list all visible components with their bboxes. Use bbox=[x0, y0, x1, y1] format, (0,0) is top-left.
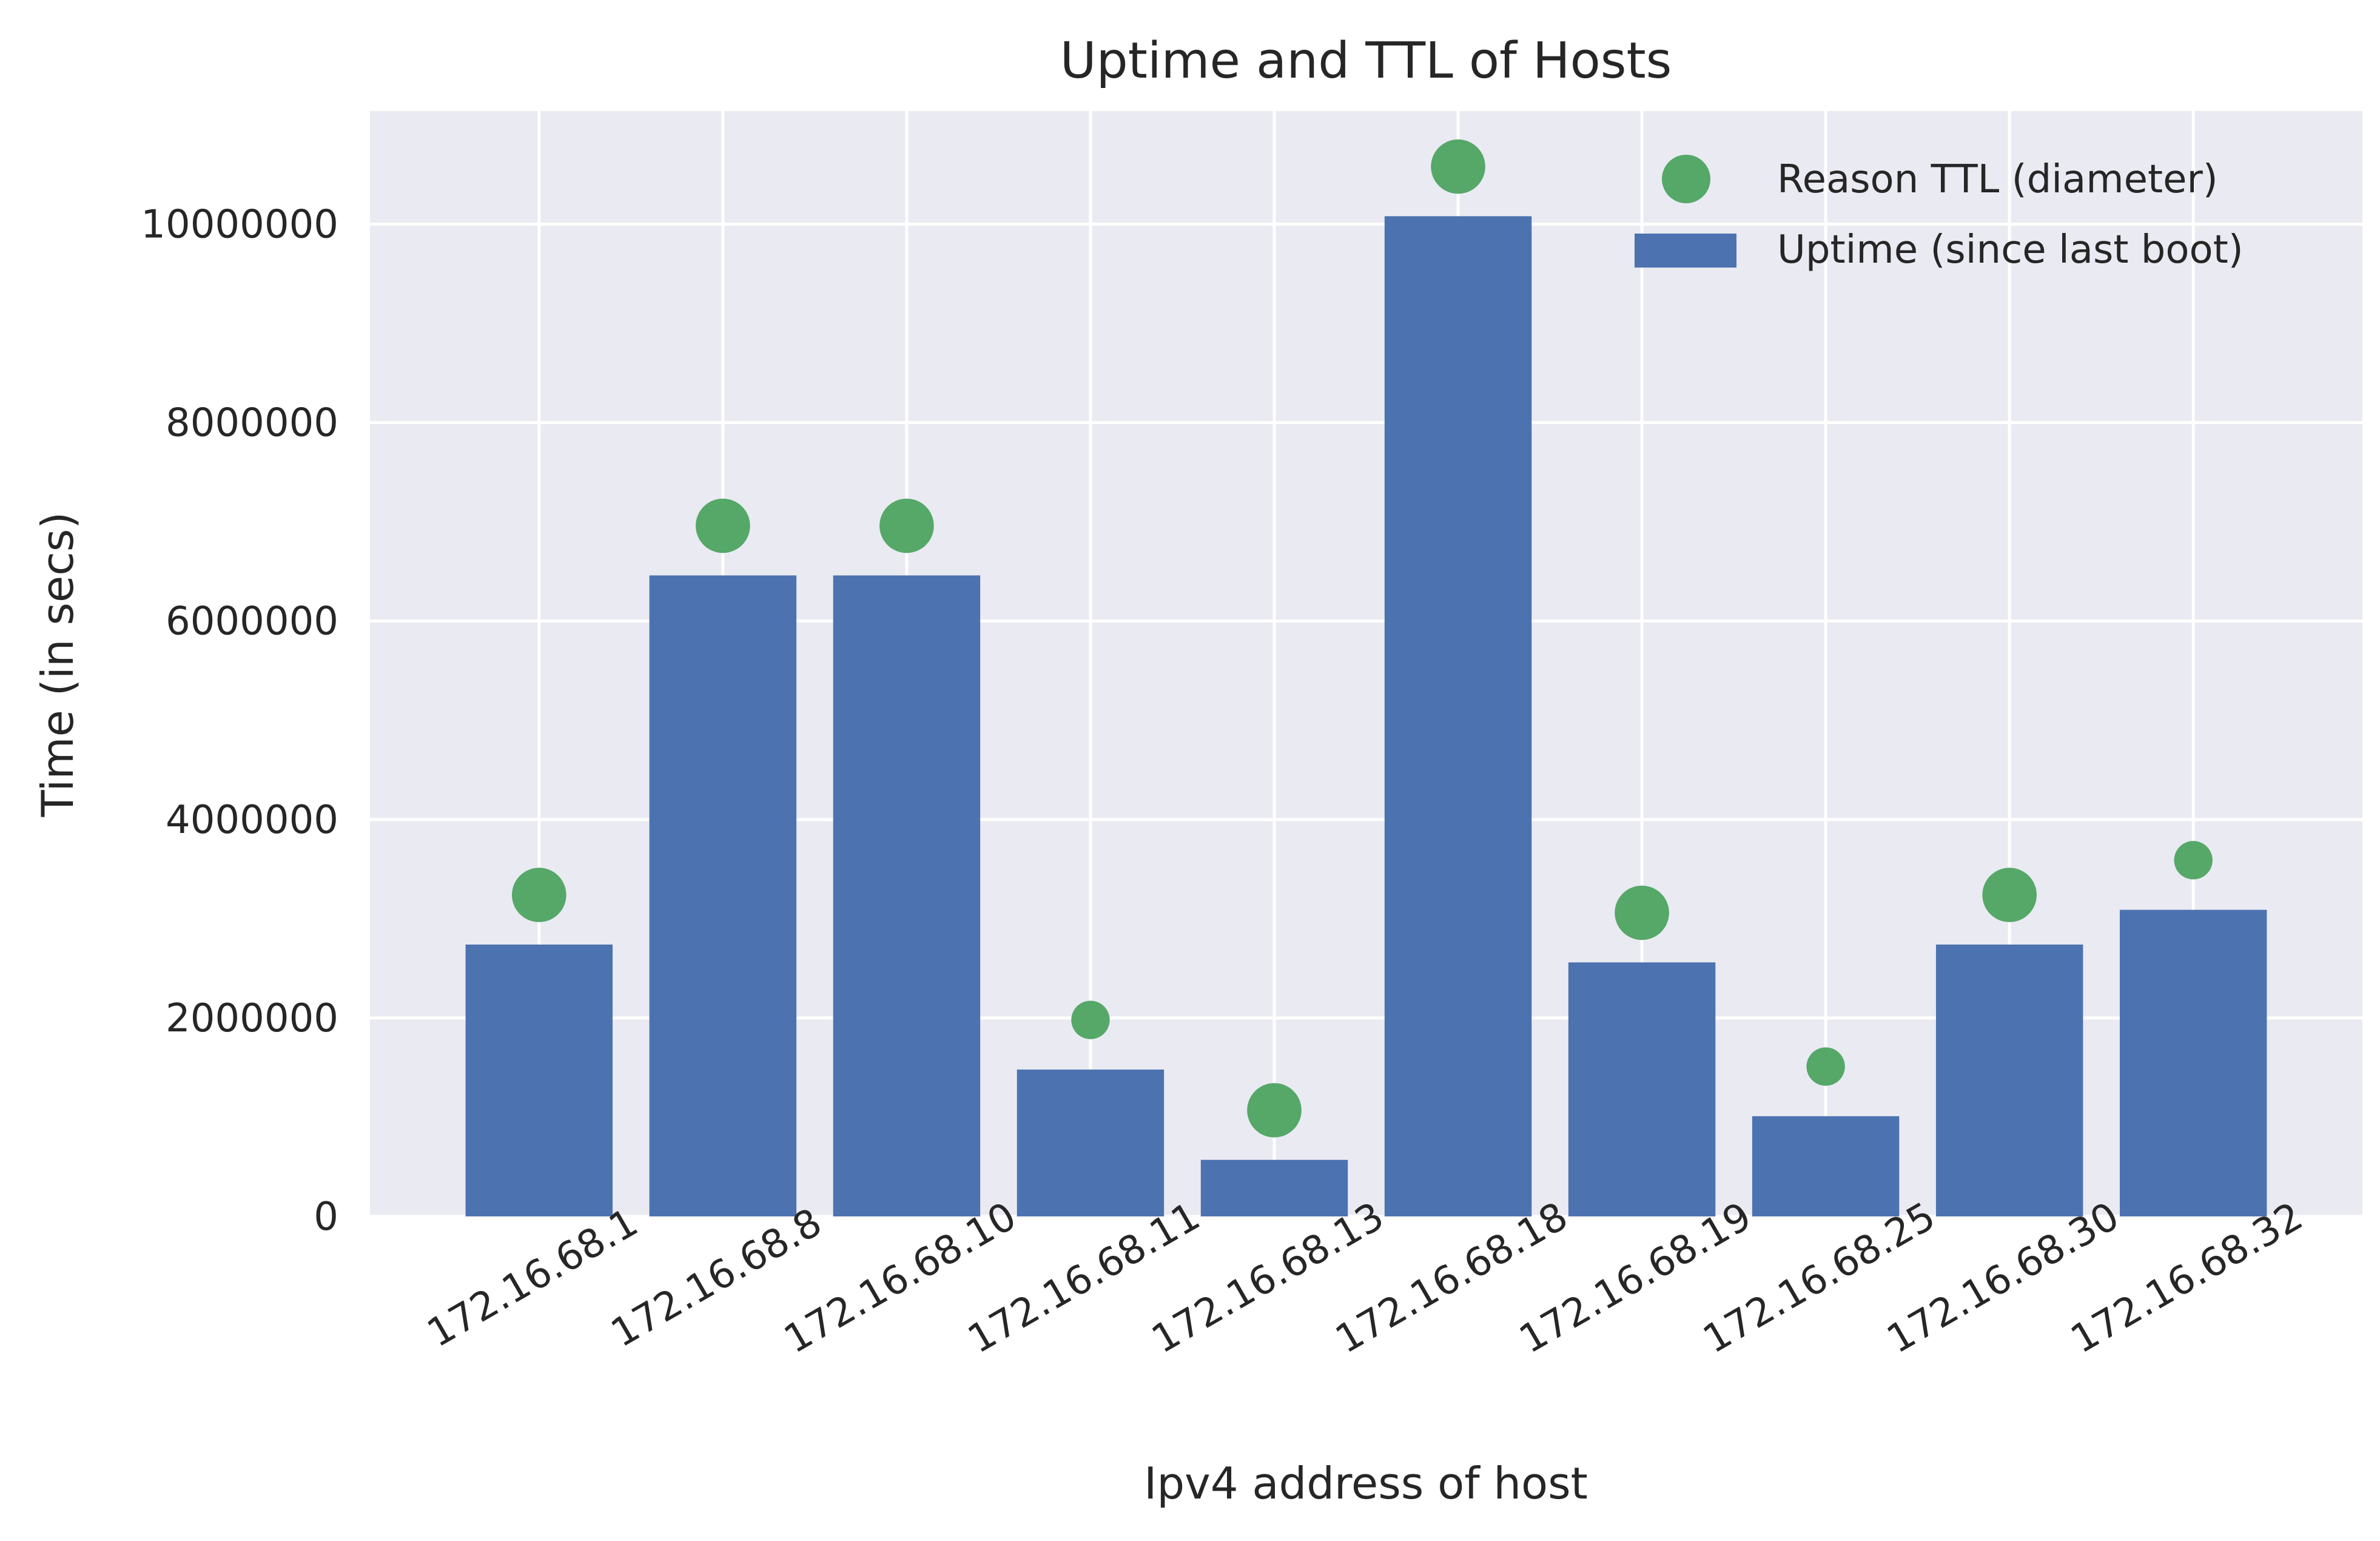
x-axis-label: Ipv4 address of host bbox=[1144, 1458, 1588, 1509]
y-ticks: 0 2000000 4000000 6000000 8000000 10000000 bbox=[141, 202, 338, 1239]
y-tick-label: 0 bbox=[314, 1195, 338, 1239]
uptime-bar bbox=[1017, 1069, 1165, 1216]
legend-ttl-marker bbox=[1662, 155, 1710, 203]
y-tick-label: 4000000 bbox=[166, 798, 338, 843]
uptime-bar bbox=[465, 944, 613, 1216]
uptime-bar bbox=[1752, 1116, 1900, 1216]
uptime-bar bbox=[833, 575, 981, 1216]
uptime-bar bbox=[649, 575, 797, 1216]
y-tick-label: 2000000 bbox=[166, 996, 338, 1041]
ttl-point bbox=[696, 498, 750, 553]
ttl-point bbox=[1247, 1083, 1302, 1138]
ttl-points bbox=[512, 139, 2213, 1138]
x-tick-label: 172.16.68.1 bbox=[420, 1200, 645, 1356]
legend-uptime-swatch bbox=[1635, 234, 1736, 268]
legend: Reason TTL (diameter) Uptime (since last… bbox=[1635, 155, 2244, 272]
ttl-point bbox=[1431, 139, 1485, 194]
bars bbox=[465, 216, 2267, 1216]
uptime-bar bbox=[1935, 944, 2083, 1216]
y-tick-label: 6000000 bbox=[166, 599, 338, 644]
ttl-point bbox=[1806, 1047, 1845, 1086]
chart-title: Uptime and TTL of Hosts bbox=[1060, 32, 1672, 90]
ttl-point bbox=[2174, 841, 2213, 880]
uptime-bar bbox=[1200, 1159, 1348, 1216]
legend-uptime-label: Uptime (since last boot) bbox=[1777, 228, 2244, 272]
uptime-bar bbox=[2119, 909, 2267, 1216]
ttl-point bbox=[879, 498, 934, 553]
uptime-bar bbox=[1568, 962, 1716, 1216]
ttl-point bbox=[1982, 868, 2037, 922]
ttl-point bbox=[512, 868, 566, 922]
legend-ttl-label: Reason TTL (diameter) bbox=[1777, 157, 2218, 202]
y-tick-label: 10000000 bbox=[141, 202, 338, 247]
uptime-bar bbox=[1384, 216, 1532, 1216]
ttl-point bbox=[1071, 1000, 1110, 1039]
ttl-point bbox=[1615, 885, 1669, 940]
y-axis-label: Time (in secs) bbox=[32, 512, 83, 818]
x-ticks: 172.16.68.1172.16.68.8172.16.68.10172.16… bbox=[420, 1194, 2310, 1363]
y-tick-label: 8000000 bbox=[166, 401, 338, 446]
